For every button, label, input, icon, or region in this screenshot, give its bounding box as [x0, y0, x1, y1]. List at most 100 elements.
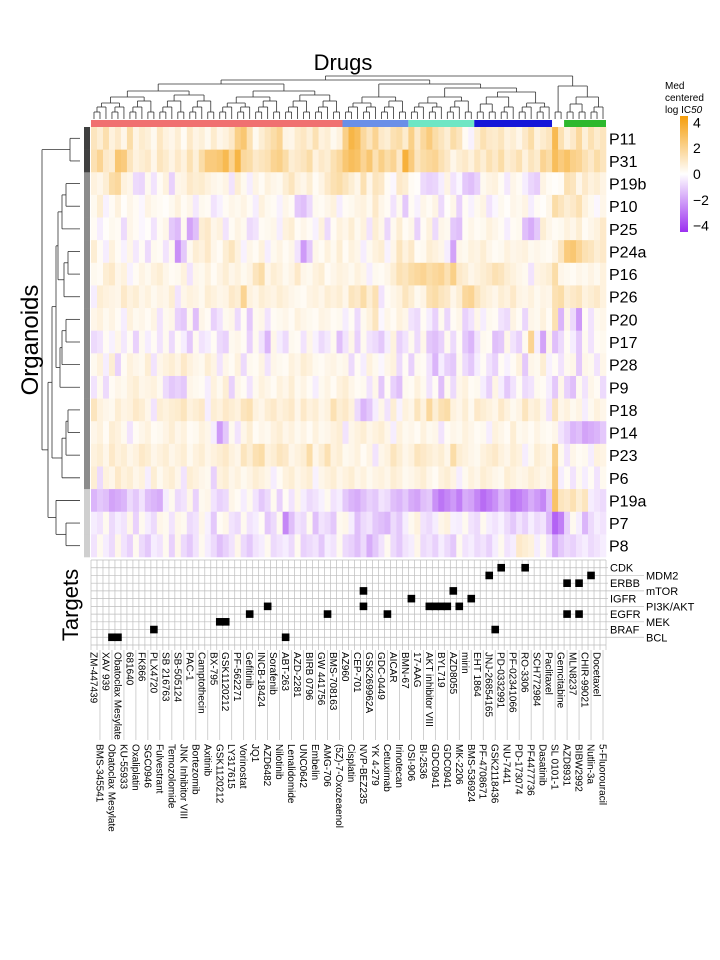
heatmap-cell [354, 466, 361, 490]
heatmap-cell [270, 240, 277, 264]
color-legend: Med centered log IC50 420−2−4 [665, 81, 709, 234]
heatmap-cell [216, 489, 224, 513]
heatmap-cell [288, 443, 295, 467]
heatmap-cell [156, 489, 164, 513]
heatmap-cell [192, 172, 200, 196]
heatmap-cell [126, 194, 134, 218]
heatmap-cell [108, 285, 116, 309]
target-membership-mark [221, 618, 230, 626]
heatmap-cell [210, 353, 218, 377]
heatmap-cell [378, 489, 385, 513]
heatmap-cell [336, 511, 343, 535]
heatmap-cell [300, 443, 307, 467]
heatmap-cell [552, 421, 559, 445]
heatmap-cell [462, 353, 469, 377]
heatmap-cell [564, 194, 571, 218]
heatmap-cell [414, 330, 421, 354]
drug-label: Camptothecin [195, 652, 206, 714]
heatmap-cell [204, 240, 212, 264]
heatmap-cell [96, 127, 104, 150]
heatmap-cell [162, 511, 170, 535]
heatmap-cell [354, 330, 361, 354]
heatmap-cell [480, 443, 487, 467]
heatmap-cell [91, 285, 98, 309]
heatmap-cell [222, 466, 230, 490]
heatmap-cell [222, 217, 230, 241]
heatmap-cell [516, 353, 523, 377]
heatmap-cell [540, 421, 547, 445]
heatmap-cell [150, 511, 158, 535]
heatmap-cell [372, 511, 379, 535]
heatmap-cell [156, 353, 164, 377]
heatmap-cell [126, 375, 134, 399]
heatmap-cell [336, 217, 343, 241]
heatmap-cell [576, 534, 583, 558]
heatmap-cell [300, 511, 307, 535]
heatmap-cell [240, 511, 247, 535]
heatmap-cell [318, 262, 325, 286]
heatmap-cell [150, 489, 158, 513]
heatmap-cell [216, 398, 224, 422]
heatmap-cell [438, 489, 445, 513]
heatmap-cell [600, 262, 607, 286]
target-membership-mark [521, 563, 529, 572]
heatmap-cell [594, 375, 601, 399]
heatmap-cell [414, 489, 421, 513]
heatmap-cell [444, 262, 451, 286]
heatmap-cell [480, 240, 487, 264]
drug-label: 17-AAG [411, 652, 422, 688]
heatmap-cell [366, 421, 373, 445]
heatmap-cell [360, 194, 367, 218]
heatmap-cell [324, 353, 331, 377]
drug-label: AICAR [387, 652, 398, 683]
target-membership-mark [449, 587, 458, 595]
heatmap-cell [126, 285, 134, 309]
heatmap-cell [408, 330, 415, 354]
heatmap-cell [120, 217, 128, 241]
heatmap-cell [480, 285, 487, 309]
heatmap-cell [534, 149, 541, 173]
heatmap-cell [444, 127, 451, 150]
heatmap-cell [288, 172, 295, 196]
heatmap-cell [126, 149, 134, 173]
heatmap-cell [210, 194, 218, 218]
drug-label: Axitinib [201, 744, 212, 777]
heatmap-cell [516, 375, 523, 399]
heatmap-cell [576, 330, 583, 354]
heatmap-cell [558, 398, 565, 422]
heatmap-cell [360, 353, 367, 377]
heatmap-cell [108, 534, 116, 558]
heatmap-cell [300, 375, 307, 399]
heatmap-cell [576, 172, 583, 196]
heatmap-cell [282, 375, 289, 399]
heatmap-cell [192, 443, 200, 467]
drug-label: SCH772984 [531, 652, 542, 707]
heatmap-cell [486, 466, 493, 490]
heatmap-cell [132, 375, 140, 399]
heatmap-cell [438, 217, 445, 241]
heatmap-cell [192, 511, 200, 535]
heatmap-cell [582, 240, 589, 264]
heatmap-cell [126, 172, 134, 196]
heatmap-cell [91, 375, 98, 399]
heatmap-cell [498, 240, 505, 264]
heatmap-cell [156, 330, 164, 354]
heatmap-cell [480, 489, 487, 513]
heatmap-cell [156, 127, 164, 150]
heatmap-cell [354, 375, 361, 399]
heatmap-cell [588, 511, 595, 535]
drug-label: PF-562271 [231, 652, 242, 702]
heatmap-cell [288, 308, 295, 331]
heatmap-cell [420, 534, 427, 558]
heatmap-cell [168, 308, 176, 331]
heatmap-cell [372, 308, 379, 331]
heatmap-cell [144, 240, 152, 264]
heatmap-cell [234, 262, 242, 286]
heatmap-cell [114, 172, 122, 196]
heatmap-cell [558, 330, 565, 354]
heatmap-cell [330, 217, 337, 241]
heatmap-cell [486, 194, 493, 218]
heatmap-cell [342, 443, 349, 467]
heatmap-cell [402, 421, 409, 445]
heatmap-cell [552, 308, 559, 331]
